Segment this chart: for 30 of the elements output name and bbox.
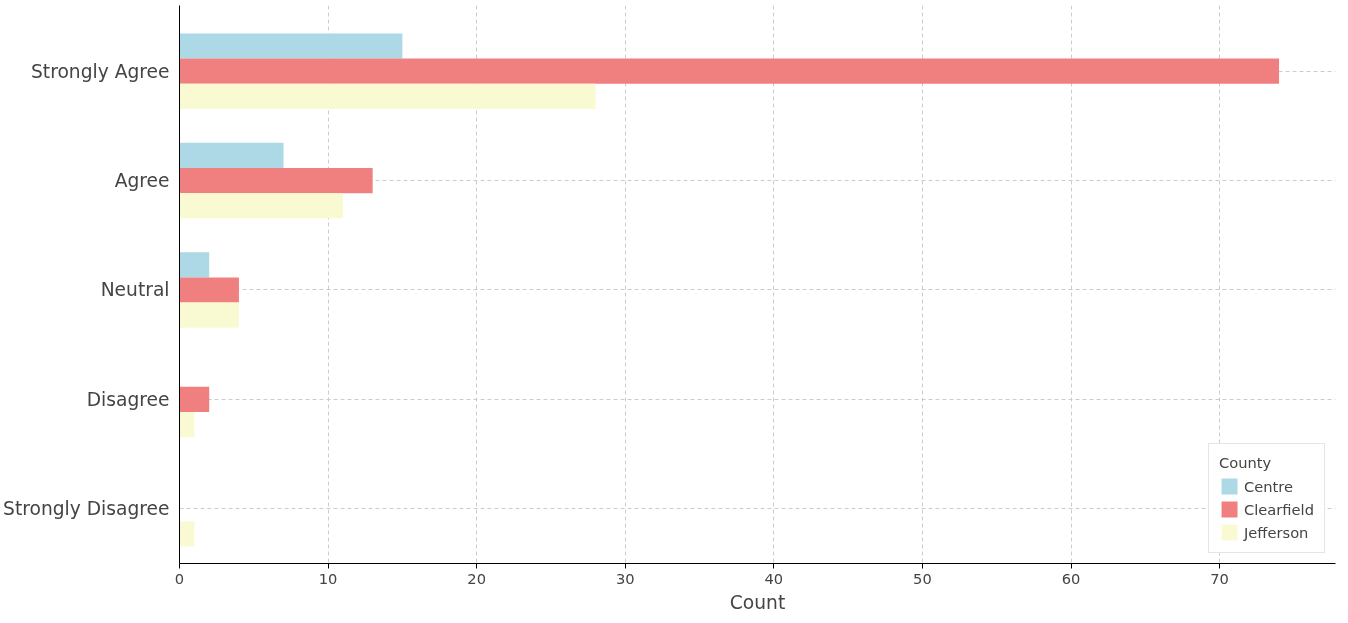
legend-label: Centre [1244,477,1294,495]
y-tick-label: Strongly Disagree [3,498,170,520]
bar [179,83,596,109]
legend-label: Jefferson [1244,523,1309,541]
x-tick-label: 0 [174,569,185,587]
y-tick-label: Disagree [86,388,170,410]
x-tick-label: 10 [318,569,338,587]
bar [179,33,403,59]
x-tick-label: 40 [764,569,784,587]
bar [179,277,239,303]
bar [179,411,195,438]
y-tick-label: Strongly Agree [31,60,170,82]
x-tick-label: 50 [913,569,932,587]
bar [179,302,239,328]
legend-label: Clearfield [1244,500,1314,518]
bar [179,521,195,547]
bar [179,386,210,412]
x-axis-title: Count [729,591,786,613]
x-tick-label: 70 [1210,569,1229,587]
bar [179,142,284,168]
bar [179,193,343,219]
y-tick-label: Neutral [100,279,170,301]
x-tick-label: 30 [615,569,635,587]
legend-title: County [1219,454,1273,471]
bar [179,58,1280,84]
y-tick-label: Agree [114,170,170,192]
x-tick-label: 60 [1061,569,1081,587]
bar [179,252,210,278]
bar [179,167,373,194]
x-tick-label: 20 [467,569,486,587]
